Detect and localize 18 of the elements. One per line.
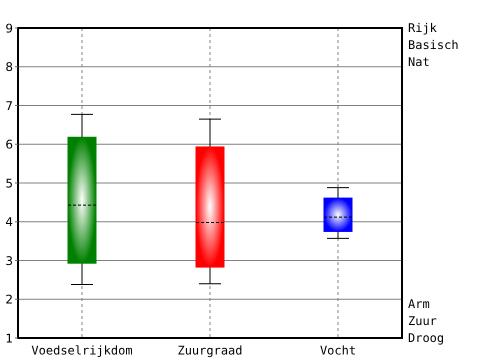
y-tick-label: 1 — [5, 331, 13, 346]
text: Arm — [408, 297, 430, 312]
y-tick-label: 9 — [5, 21, 13, 36]
text: Nat — [408, 55, 430, 70]
x-tick-label: Vocht — [320, 344, 356, 358]
y-tick-label: 6 — [5, 138, 13, 152]
y-tick-label: 4 — [5, 215, 13, 230]
x-tick-label: Voedselrijkdom — [31, 344, 133, 358]
text: Basisch — [408, 38, 459, 52]
y-tick-label: 5 — [5, 176, 13, 190]
y-tick-label: 3 — [5, 254, 13, 268]
x-tick-label: Zuurgraad — [177, 344, 243, 358]
y-tick-label: 2 — [5, 292, 13, 307]
text: Rijk — [408, 21, 438, 36]
y-tick-label: 8 — [5, 60, 13, 74]
text: Zuur — [408, 314, 437, 328]
y-tick-label: 7 — [5, 98, 13, 113]
text: Droog — [408, 331, 444, 346]
